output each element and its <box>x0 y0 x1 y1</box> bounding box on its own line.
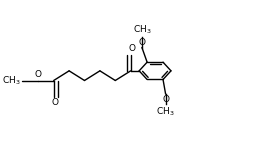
Text: O: O <box>128 44 136 53</box>
Text: CH$_3$: CH$_3$ <box>2 74 20 87</box>
Text: O: O <box>139 38 146 47</box>
Text: CH$_3$: CH$_3$ <box>133 24 151 36</box>
Text: O: O <box>35 70 42 79</box>
Text: O: O <box>51 98 58 107</box>
Text: O: O <box>162 95 169 104</box>
Text: CH$_3$: CH$_3$ <box>156 105 175 118</box>
